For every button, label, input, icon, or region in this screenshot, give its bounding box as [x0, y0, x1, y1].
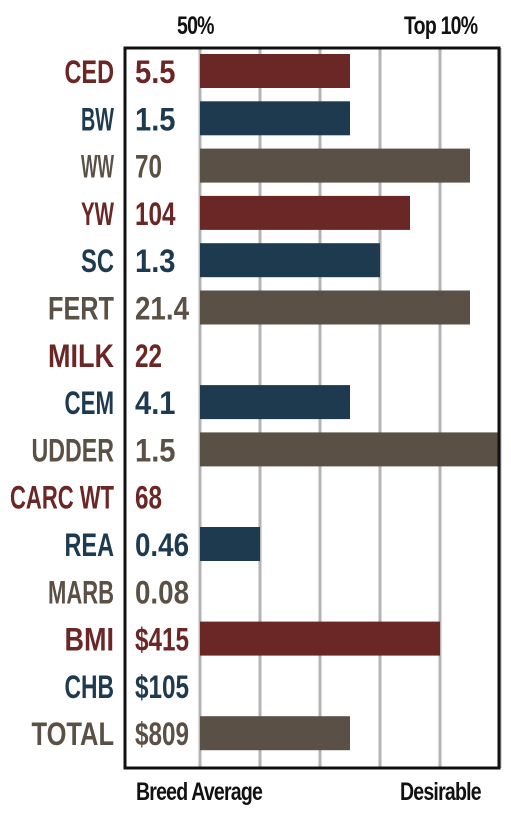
trait-value-fert: 21.4: [135, 291, 189, 327]
trait-label-chb: CHB: [65, 669, 115, 705]
trait-label-sc: SC: [81, 243, 114, 279]
trait-value-milk: 22: [135, 338, 162, 374]
trait-label-bmi: BMI: [65, 622, 115, 658]
bar-udder: [200, 432, 500, 467]
trait-label-yw: YW: [81, 196, 115, 232]
trait-label-marb: MARB: [48, 574, 114, 610]
trait-value-ww: 70: [135, 149, 162, 185]
trait-label-ced: CED: [65, 54, 115, 90]
trait-value-yw: 104: [135, 196, 176, 232]
trait-label-rea: REA: [65, 527, 115, 563]
bar-sc: [200, 243, 380, 278]
trait-label-milk: MILK: [48, 338, 114, 374]
trait-value-carc-wt: 68: [135, 480, 162, 516]
bar-total: [200, 716, 350, 751]
trait-value-bw: 1.5: [135, 101, 176, 137]
bar-rea: [200, 527, 260, 561]
trait-label-cem: CEM: [65, 385, 115, 421]
trait-value-rea: 0.46: [135, 527, 189, 563]
trait-value-ced: 5.5: [135, 54, 176, 90]
bar-fert: [200, 290, 470, 325]
bar-yw: [200, 195, 410, 230]
footer-desirable-label: Desirable: [400, 778, 482, 806]
bar-cem: [200, 385, 350, 420]
trait-value-total: $809: [135, 716, 189, 752]
bar-ww: [200, 148, 470, 183]
chart-frame: [123, 46, 501, 770]
trait-value-bmi: $415: [135, 622, 189, 658]
trait-label-carc-wt: CARC WT: [10, 480, 114, 516]
trait-label-udder: UDDER: [32, 432, 115, 468]
footer-breed-average-label: Breed Average: [136, 778, 263, 806]
trait-value-chb: $105: [135, 669, 189, 705]
bar-bw: [200, 101, 350, 136]
header-top-10-percent-label: Top 10%: [404, 12, 478, 40]
trait-value-marb: 0.08: [135, 574, 189, 610]
trait-value-sc: 1.3: [135, 243, 176, 279]
trait-label-ww: WW: [81, 149, 114, 185]
bar-ced: [200, 54, 350, 88]
bar-bmi: [200, 621, 440, 656]
trait-value-cem: 4.1: [135, 385, 176, 421]
trait-label-bw: BW: [81, 101, 114, 137]
trait-label-fert: FERT: [48, 291, 114, 327]
trait-value-udder: 1.5: [135, 432, 176, 468]
header-50-percent-label: 50%: [177, 12, 214, 40]
trait-label-total: TOTAL: [32, 716, 115, 752]
